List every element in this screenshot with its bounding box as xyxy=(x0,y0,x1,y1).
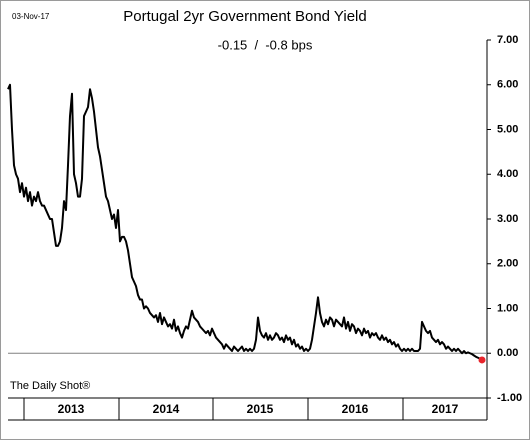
y-tick-label: 5.00 xyxy=(497,123,518,135)
x-tick-label: 2015 xyxy=(247,402,274,416)
x-tick-label: 2013 xyxy=(58,402,85,416)
y-tick-label: 1.00 xyxy=(497,302,518,314)
source-label: The Daily Shot® xyxy=(10,380,90,392)
last-point xyxy=(478,356,486,364)
y-tick-label: -1.00 xyxy=(497,392,522,404)
chart-subtitle: -0.15 / -0.8 bps xyxy=(218,37,313,52)
y-tick-label: 4.00 xyxy=(497,168,518,180)
yield-line xyxy=(7,83,483,361)
y-tick-label: 7.00 xyxy=(497,34,518,46)
year-strip: 2013 2014 2015 2016 2017 xyxy=(8,397,488,421)
y-tick-label: 0.00 xyxy=(497,347,518,359)
date-label: 03-Nov-17 xyxy=(12,12,50,21)
y-tick-label: 6.00 xyxy=(497,79,518,91)
chart-title: Portugal 2yr Government Bond Yield xyxy=(123,8,366,25)
x-tick-label: 2016 xyxy=(342,402,369,416)
x-tick-label: 2014 xyxy=(153,402,180,416)
y-tick-label: 2.00 xyxy=(497,258,518,270)
x-tick-label: 2017 xyxy=(432,402,459,416)
y-tick-label: 3.00 xyxy=(497,213,518,225)
